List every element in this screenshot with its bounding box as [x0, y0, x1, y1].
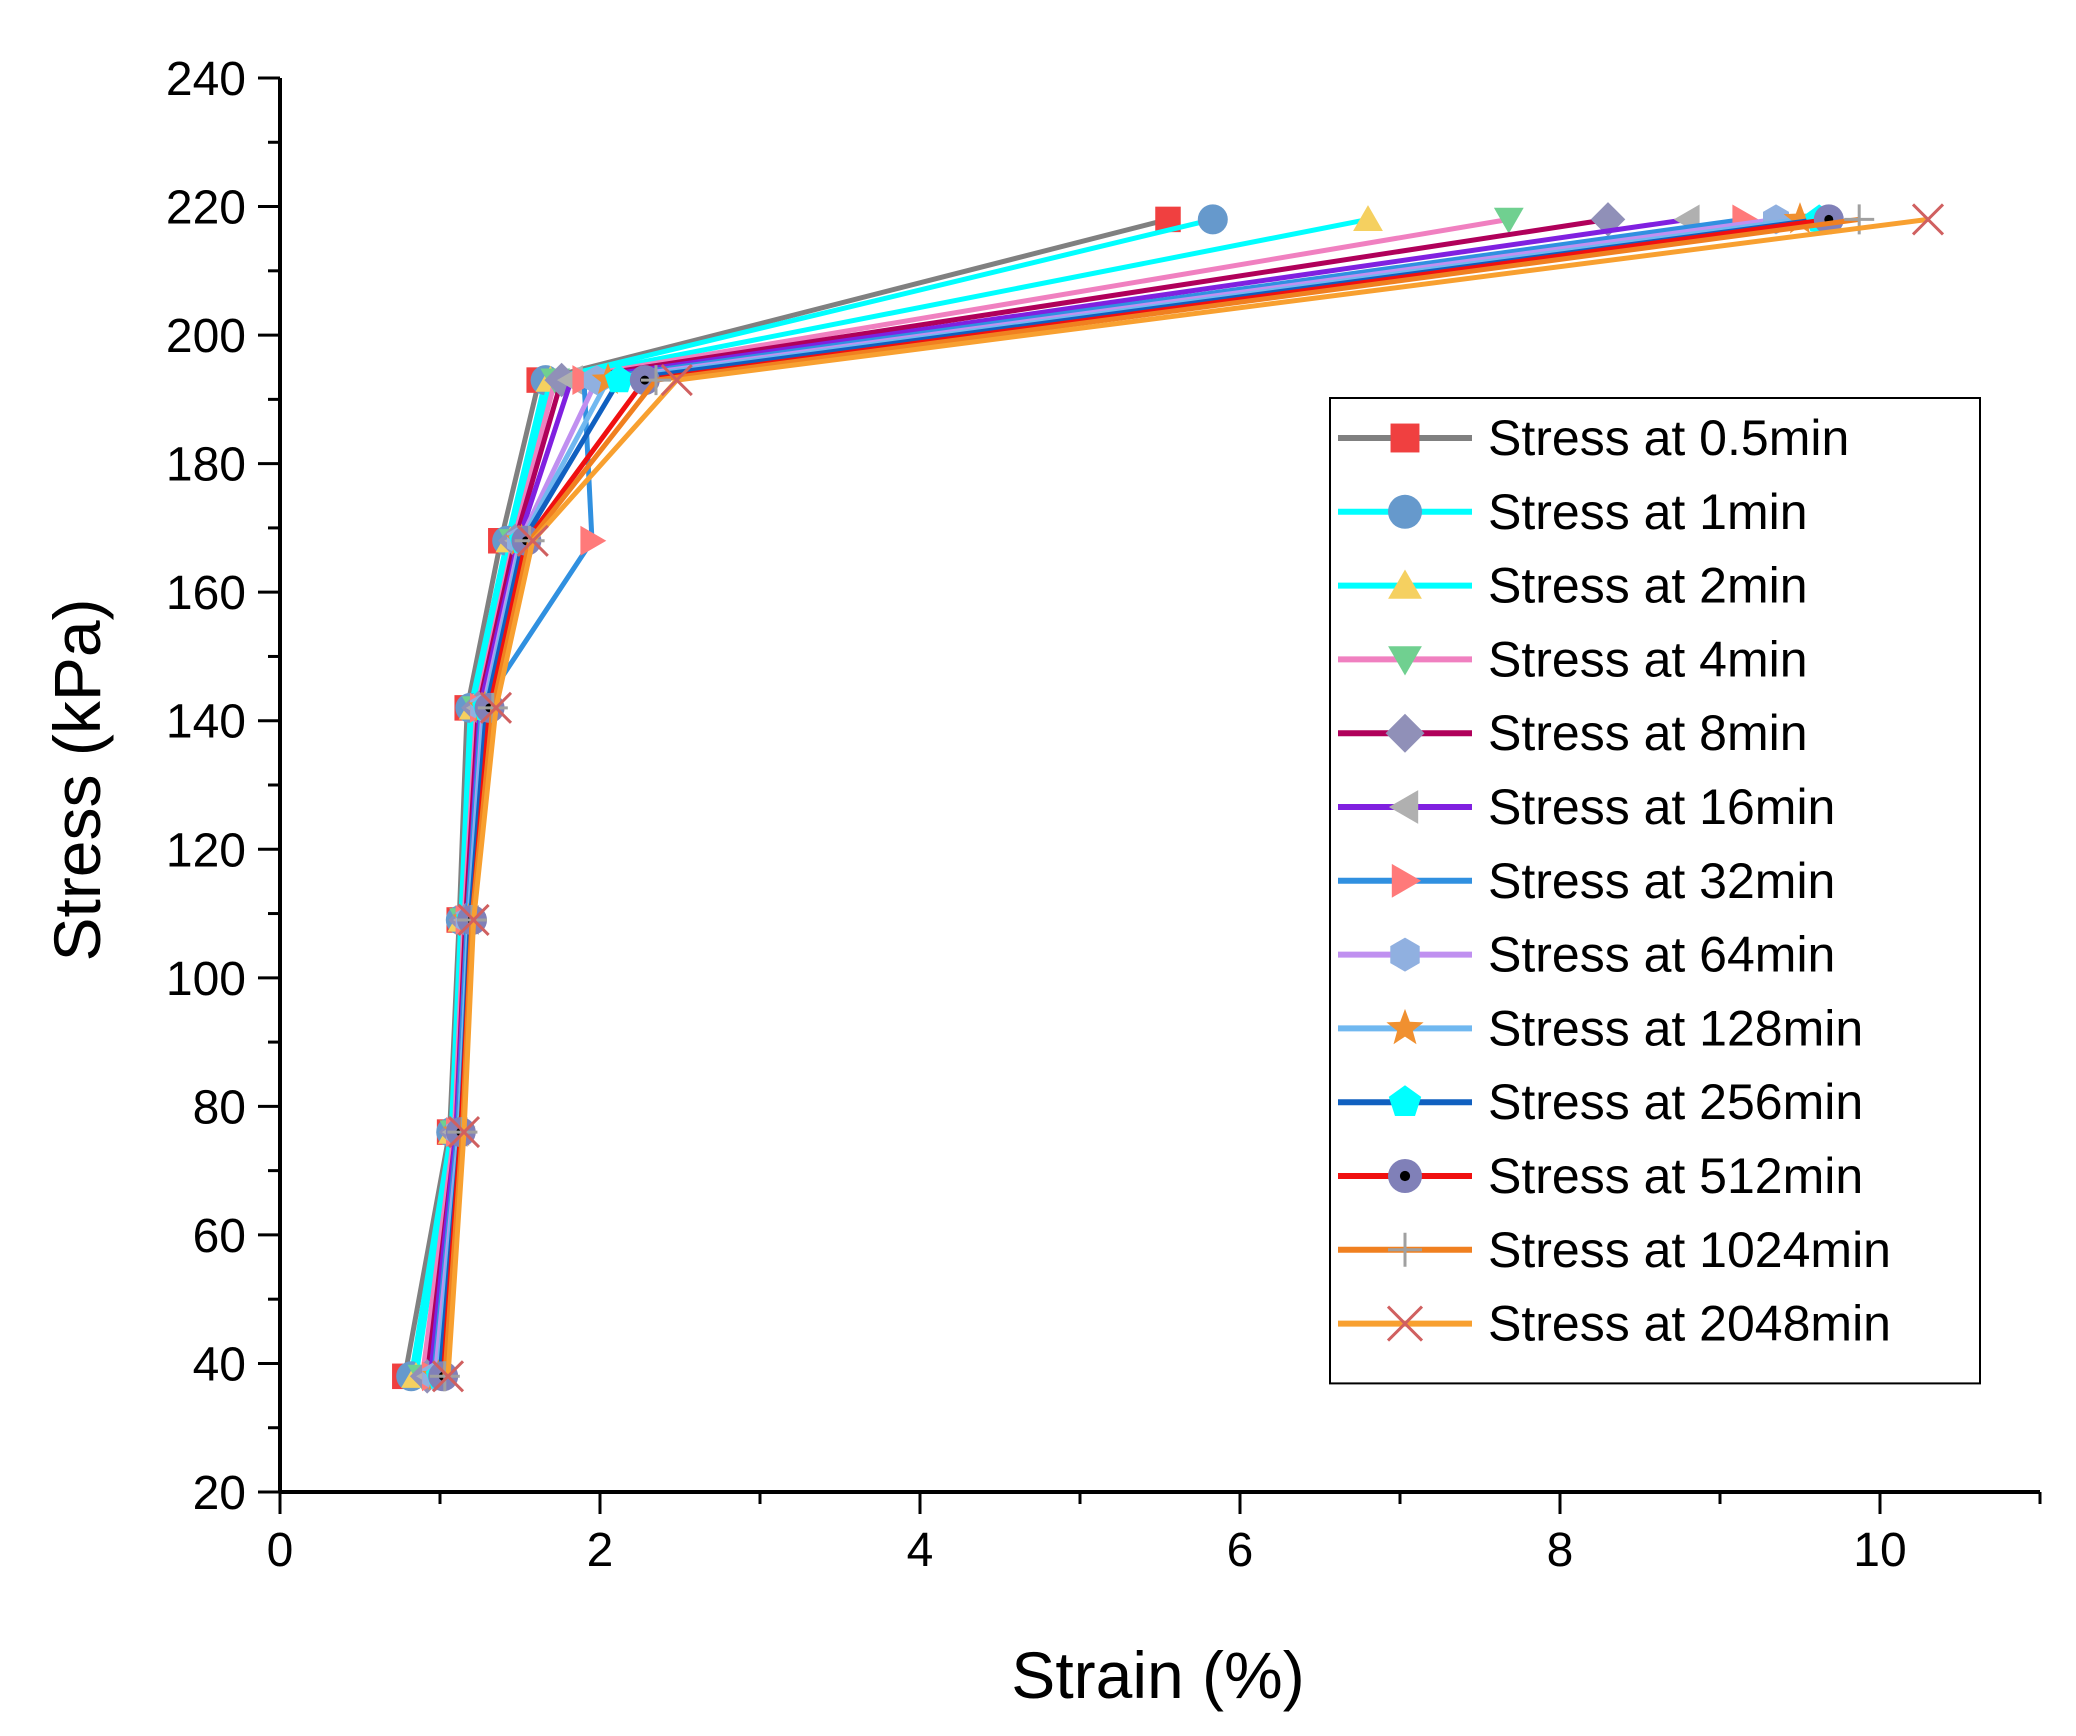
- y-tick-label: 80: [193, 1081, 246, 1134]
- y-tick-label: 60: [193, 1210, 246, 1263]
- data-point: [429, 1361, 460, 1392]
- y-tick-label: 100: [166, 953, 246, 1006]
- y-tick-label: 240: [166, 53, 246, 106]
- data-point: [1783, 202, 1817, 234]
- y-tick-label: 220: [166, 182, 246, 235]
- x-axis-title: Strain (%): [1011, 1638, 1304, 1712]
- data-point: [1385, 713, 1425, 753]
- x-tick-label: 4: [907, 1524, 934, 1577]
- legend-item: Stress at 1min: [1338, 484, 1808, 540]
- data-point: [457, 903, 490, 937]
- data-point-dot: [1399, 1170, 1411, 1182]
- series-line: [408, 216, 1214, 1377]
- legend-label: Stress at 128min: [1488, 1000, 1863, 1056]
- series-12: [431, 203, 1945, 1393]
- legend-label: Stress at 256min: [1488, 1074, 1863, 1130]
- legend-label: Stress at 2min: [1488, 558, 1808, 614]
- legend-item: Stress at 2min: [1338, 558, 1808, 614]
- legend-label: Stress at 0.5min: [1488, 410, 1849, 466]
- y-tick-label: 140: [166, 696, 246, 749]
- legend-item: Stress at 2048min: [1338, 1296, 1891, 1352]
- x-tick-label: 8: [1547, 1524, 1574, 1577]
- data-point: [1388, 1159, 1422, 1193]
- data-point: [1388, 569, 1422, 599]
- legend-item: Stress at 64min: [1338, 927, 1835, 983]
- data-point: [1353, 205, 1383, 231]
- data-point: [1390, 423, 1420, 453]
- data-point: [1388, 1232, 1422, 1267]
- legend-label: Stress at 64min: [1488, 927, 1835, 983]
- legend-item: Stress at 0.5min: [1338, 410, 1849, 466]
- data-point: [1388, 646, 1422, 676]
- y-axis-title: Stress (kPa): [40, 598, 114, 961]
- data-point: [580, 525, 607, 556]
- y-tick-label: 40: [193, 1338, 246, 1391]
- data-point: [1197, 204, 1228, 235]
- data-point: [1388, 790, 1419, 824]
- axes: 20 40 60 80 100 120 140 160 180 200 220 240 0 2 4 6 8 10: [166, 53, 2042, 1577]
- data-point: [1391, 863, 1422, 898]
- series-1: [396, 204, 1228, 1392]
- legend-box: [1329, 397, 1981, 1385]
- legend-label: Stress at 4min: [1488, 631, 1808, 687]
- data-point: [431, 1360, 465, 1393]
- legend-item: Stress at 8min: [1338, 705, 1808, 761]
- series-0: [392, 206, 1181, 1390]
- data-point: [660, 364, 693, 397]
- data-point: [447, 1116, 481, 1149]
- data-point: [1386, 1008, 1424, 1045]
- y-tick-label: 180: [166, 439, 246, 492]
- data-point: [1493, 207, 1524, 234]
- data-point: [1386, 1305, 1424, 1342]
- legend-item: Stress at 16min: [1338, 779, 1835, 835]
- data-point: [479, 691, 513, 724]
- y-tick-label: 200: [166, 310, 246, 363]
- series-layer: [392, 202, 1945, 1394]
- series-line: [402, 216, 1169, 1377]
- data-point: [1911, 203, 1945, 236]
- legend-item: Stress at 512min: [1338, 1148, 1863, 1204]
- x-tick-label: 0: [267, 1524, 294, 1577]
- legend-item: Stress at 1024min: [1338, 1222, 1891, 1278]
- y-tick-label: 20: [193, 1467, 246, 1520]
- legend: Stress at 0.5min Stress at 1min Stress at …: [1329, 397, 1981, 1385]
- legend-label: Stress at 32min: [1488, 853, 1835, 909]
- x-tick-label: 6: [1227, 1524, 1254, 1577]
- legend-label: Stress at 1min: [1488, 484, 1808, 540]
- data-point: [1390, 937, 1420, 972]
- legend-label: Stress at 8min: [1488, 705, 1808, 761]
- legend-item: Stress at 128min: [1338, 1000, 1863, 1056]
- legend-item: Stress at 4min: [1338, 631, 1808, 687]
- data-point: [604, 365, 634, 393]
- data-point: [516, 524, 549, 557]
- data-point: [1388, 1085, 1422, 1116]
- data-point: [1388, 494, 1422, 529]
- y-tick-label: 160: [166, 567, 246, 620]
- legend-item: Stress at 256min: [1338, 1074, 1863, 1130]
- legend-label: Stress at 1024min: [1488, 1222, 1891, 1278]
- x-tick-label: 2: [587, 1524, 614, 1577]
- x-tick-label: 10: [1853, 1524, 1906, 1577]
- legend-label: Stress at 16min: [1488, 779, 1835, 835]
- y-tick-label: 120: [166, 824, 246, 877]
- legend-label: Stress at 2048min: [1488, 1296, 1891, 1352]
- data-point: [641, 365, 671, 396]
- legend-label: Stress at 512min: [1488, 1148, 1863, 1204]
- legend-item: Stress at 32min: [1338, 853, 1835, 909]
